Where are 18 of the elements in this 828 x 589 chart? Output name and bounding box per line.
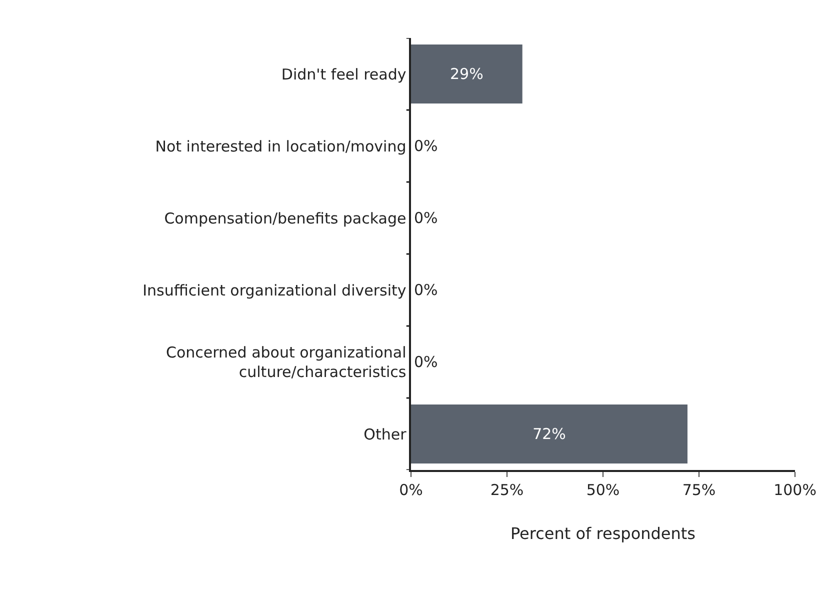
- data-label: 0%: [414, 353, 438, 371]
- data-label: 29%: [450, 65, 484, 83]
- x-tick-label: 100%: [774, 480, 816, 499]
- x-tick-label: 0%: [399, 480, 423, 499]
- data-label: 0%: [414, 137, 438, 155]
- data-label: 72%: [532, 425, 566, 443]
- y-tick-label: Not interested in location/moving: [155, 137, 406, 156]
- x-axis-title: Percent of respondents: [510, 524, 696, 543]
- x-tick-label: 50%: [586, 480, 620, 499]
- data-label: 0%: [414, 209, 438, 227]
- y-tick-label: Didn't feel ready: [281, 65, 406, 84]
- y-tick-label: Insufficient organizational diversity: [142, 281, 406, 300]
- y-tick-label: Concerned about organizational culture/characteristics: [166, 344, 406, 381]
- y-tick-label: Compensation/benefits package: [164, 209, 406, 228]
- data-label: 0%: [414, 281, 438, 299]
- x-tick-label: 75%: [682, 480, 716, 499]
- y-tick-label: Other: [364, 425, 408, 444]
- x-tick-label: 25%: [490, 480, 524, 499]
